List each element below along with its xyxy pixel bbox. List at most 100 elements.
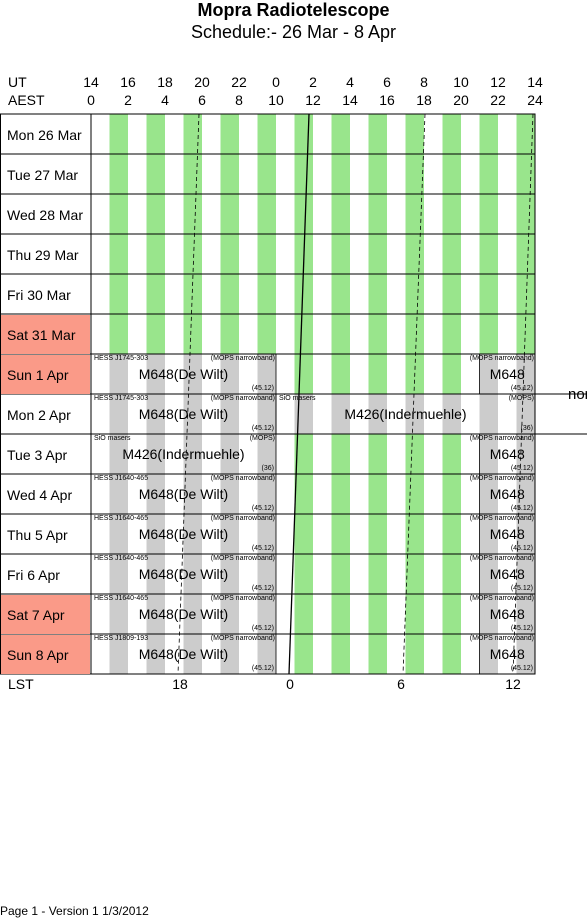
time-band: [479, 354, 498, 394]
time-band: [331, 594, 350, 634]
time-band: [220, 594, 239, 634]
obs-code: (45.12): [510, 505, 533, 512]
time-band: [479, 514, 498, 554]
obs-code: (45.12): [251, 385, 274, 392]
time-band: [294, 114, 313, 154]
time-band: [368, 514, 387, 554]
obs-code: (45.12): [251, 665, 274, 672]
time-band: [442, 234, 461, 274]
time-band: [109, 274, 128, 314]
lst-axis-label: LST: [8, 676, 34, 692]
time-band: [368, 114, 387, 154]
obs-code: (45.12): [251, 585, 274, 592]
page-subtitle: Schedule:- 26 Mar - 8 Apr: [190, 22, 397, 42]
time-band: [183, 554, 202, 594]
time-band: [479, 634, 498, 674]
obs-source: SiO masers: [94, 435, 131, 442]
time-band: [516, 474, 535, 514]
day-label: Sat 7 Apr: [1, 595, 90, 634]
aest-tick: 24: [527, 92, 543, 108]
ut-tick: 0: [272, 74, 280, 90]
time-band: [109, 434, 128, 474]
obs-project: M426(Indermuehle): [344, 406, 467, 422]
obs-mode: (MOPS narrowband): [210, 555, 275, 562]
time-band: [257, 154, 276, 194]
time-band: [220, 634, 239, 674]
obs-project: M648: [489, 526, 525, 542]
obs-code: (45.12): [251, 505, 274, 512]
aest-tick: 12: [305, 92, 321, 108]
obs-code: (45.12): [510, 585, 533, 592]
time-band: [442, 434, 461, 474]
time-band: [479, 594, 498, 634]
time-band: [146, 234, 165, 274]
obs-mode: (MOPS narrowband): [210, 355, 275, 362]
aest-tick: 18: [416, 92, 432, 108]
time-band: [442, 474, 461, 514]
day-label: Sun 8 Apr: [1, 635, 90, 674]
time-band: [442, 514, 461, 554]
time-band: [183, 594, 202, 634]
time-band: [516, 394, 535, 434]
time-band: [368, 394, 387, 434]
time-band: [442, 154, 461, 194]
day-label: Thu 29 Mar: [7, 247, 79, 263]
obs-code: (45.12): [510, 385, 533, 392]
time-band: [331, 434, 350, 474]
obs-project: M648: [489, 646, 525, 662]
obs-project: M648: [489, 486, 525, 502]
aest-tick: 4: [161, 92, 169, 108]
time-band: [331, 154, 350, 194]
page-title: Mopra Radiotelescope: [197, 0, 390, 20]
day-label: Fri 6 Apr: [7, 567, 60, 583]
time-band: [368, 234, 387, 274]
day-label: Sun 1 Apr: [1, 355, 90, 394]
time-band: [109, 314, 128, 354]
time-band: [146, 514, 165, 554]
time-band: [257, 194, 276, 234]
time-band: [183, 114, 202, 154]
time-band: [220, 274, 239, 314]
obs-code: (45.12): [251, 625, 274, 632]
time-band: [368, 194, 387, 234]
time-band: [257, 234, 276, 274]
obs-source: HESS J1640-465: [94, 475, 149, 482]
time-band: [516, 554, 535, 594]
time-band: [331, 274, 350, 314]
time-band: [109, 394, 128, 434]
time-band: [331, 474, 350, 514]
obs-mode: (MOPS narrowband): [210, 595, 275, 602]
time-band: [146, 474, 165, 514]
time-band: [331, 234, 350, 274]
obs-project: M648(De Wilt): [138, 566, 229, 582]
obs-code: (45.12): [510, 545, 533, 552]
aest-tick: 0: [87, 92, 95, 108]
time-band: [368, 154, 387, 194]
time-band: [479, 114, 498, 154]
obs-mode: (MOPS narrowband): [469, 595, 534, 602]
obs-mode: (MOPS narrowband): [469, 555, 534, 562]
time-band: [109, 234, 128, 274]
time-band: [331, 634, 350, 674]
time-band: [109, 514, 128, 554]
obs-mode: (MOPS narrowband): [210, 515, 275, 522]
time-band: [331, 514, 350, 554]
time-band: [442, 354, 461, 394]
ut-tick: 8: [420, 74, 428, 90]
time-band: [442, 114, 461, 154]
footer-text: Page 1 - Version 1 1/3/2012: [0, 904, 149, 918]
time-band: [516, 354, 535, 394]
time-band: [146, 114, 165, 154]
aest-tick: 20: [453, 92, 469, 108]
time-band: [405, 514, 424, 554]
time-band: [109, 114, 128, 154]
time-band: [479, 394, 498, 434]
obs-code: (45.12): [251, 545, 274, 552]
time-band: [294, 434, 313, 474]
time-band: [479, 314, 498, 354]
time-band: [220, 554, 239, 594]
obs-mode: (MOPS narrowband): [210, 635, 275, 642]
time-band: [220, 314, 239, 354]
ut-tick: 16: [120, 74, 136, 90]
time-band: [220, 354, 239, 394]
